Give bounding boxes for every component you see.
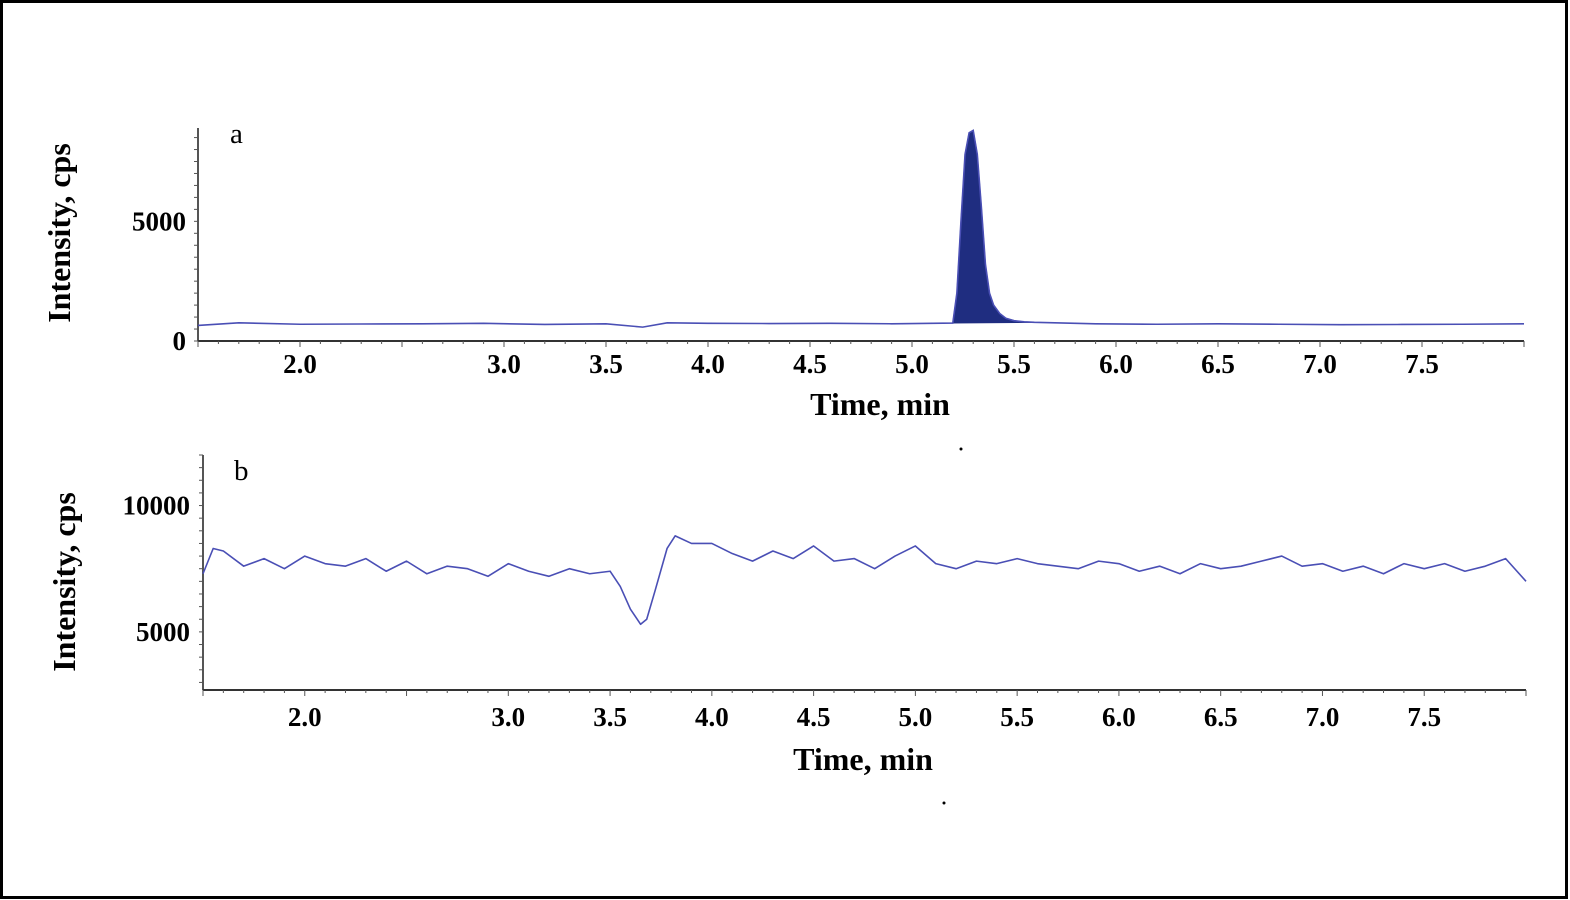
x-tick-label: 5.5 xyxy=(997,349,1031,379)
y-tick-label: 5000 xyxy=(136,617,190,647)
panel-label-b: b xyxy=(234,455,249,487)
series-line-b xyxy=(202,535,1527,626)
x-tick-label: 3.5 xyxy=(589,349,623,379)
y-tick-label: 0 xyxy=(173,326,187,356)
x-tick-label: 3.5 xyxy=(593,702,627,732)
speck xyxy=(959,447,963,451)
x-tick-label: 4.0 xyxy=(695,702,729,732)
y-axis-title-a: Intensity, cps xyxy=(41,143,77,323)
x-tick-label: 5.5 xyxy=(1000,702,1034,732)
x-tick-label: 6.0 xyxy=(1099,349,1133,379)
x-tick-label: 2.0 xyxy=(288,702,322,732)
x-tick-label: 7.0 xyxy=(1303,349,1337,379)
y-axis-title-b: Intensity, cps xyxy=(46,492,82,672)
x-axis-title-b: Time, min xyxy=(793,741,933,777)
x-tick-label: 7.0 xyxy=(1306,702,1340,732)
x-tick-label: 4.5 xyxy=(793,349,827,379)
y-tick-label: 10000 xyxy=(123,491,191,521)
x-tick-label: 6.5 xyxy=(1201,349,1235,379)
panel-label-a: a xyxy=(230,118,243,150)
series-line-a xyxy=(197,129,1525,328)
x-tick-label: 6.5 xyxy=(1204,702,1238,732)
x-tick-label: 5.0 xyxy=(895,349,929,379)
x-tick-label: 3.0 xyxy=(491,702,525,732)
x-tick-label: 3.0 xyxy=(487,349,521,379)
panel-b: b Time, min Intensity, cps 2.0 3.0 3.5 4.0 4… xyxy=(46,454,1527,777)
x-tick-label: 4.0 xyxy=(691,349,725,379)
y-tick-label: 5000 xyxy=(132,206,186,236)
x-tick-label: 6.0 xyxy=(1102,702,1136,732)
x-tick-label: 7.5 xyxy=(1405,349,1439,379)
speck xyxy=(942,801,946,805)
panel-a: a Time, min Intensity, cps 2.0 3.0 3.5 4.0 4… xyxy=(41,118,1525,422)
x-tick-label: 2.0 xyxy=(283,349,317,379)
x-tick-label: 7.5 xyxy=(1407,702,1441,732)
x-tick-label: 4.5 xyxy=(797,702,831,732)
x-axis-title-a: Time, min xyxy=(810,386,950,422)
x-tick-label: 5.0 xyxy=(899,702,933,732)
